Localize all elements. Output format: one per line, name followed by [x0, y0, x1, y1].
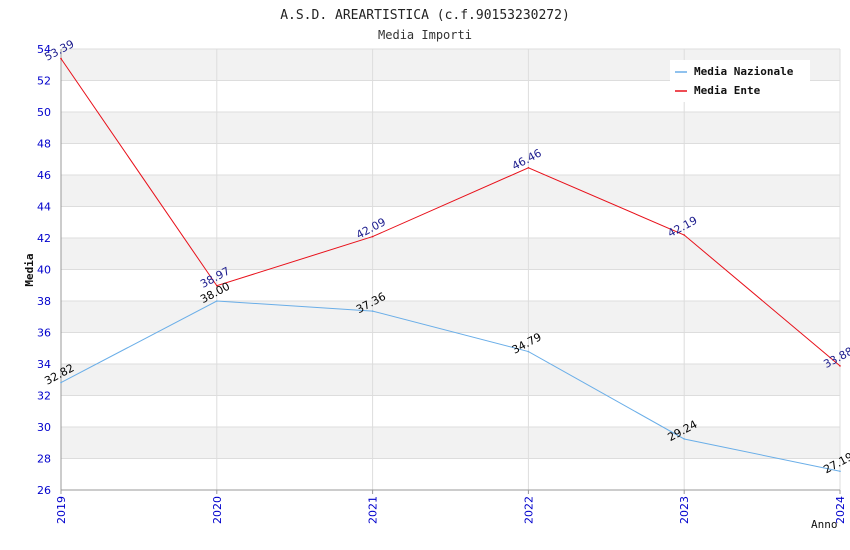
y-tick-label: 26: [37, 484, 51, 497]
y-tick-label: 46: [37, 169, 51, 182]
x-axis-label: Anno: [811, 518, 838, 531]
grid-band: [61, 427, 840, 459]
y-tick-label: 30: [37, 421, 51, 434]
background-bands: [61, 49, 840, 459]
y-tick-label: 42: [37, 232, 51, 245]
data-point-media-nazionale: [371, 310, 374, 312]
data-label-media-nazionale: 34.79: [510, 330, 544, 356]
data-point-media-nazionale: [60, 381, 62, 384]
data-point-media-ente: [527, 166, 530, 169]
y-tick-label: 52: [37, 75, 51, 88]
data-point-media-ente: [839, 365, 841, 367]
y-tick-label: 28: [37, 453, 51, 466]
data-point-media-nazionale: [683, 438, 685, 440]
x-tick-labels: 2019 2020 2021 2022 2023 2024: [55, 496, 847, 524]
axes: [60, 49, 841, 494]
y-tick-label: 32: [37, 390, 51, 403]
chart-subtitle: Media Importi: [378, 28, 472, 42]
x-tick-label: 2020: [211, 496, 224, 524]
y-tick-label: 48: [37, 138, 51, 151]
y-tick-label: 50: [37, 106, 51, 119]
series-line-media-nazionale: [60, 300, 841, 472]
data-point-media-nazionale: [839, 470, 841, 473]
grid-band: [61, 301, 840, 333]
y-tick-label: 36: [37, 327, 51, 340]
y-tick-labels: 26 28 30 32 34 36 38 40 42 44 46 48 50 52 54: [37, 43, 51, 497]
legend: Media Nazionale Media Ente: [670, 60, 810, 102]
y-tick-label: 40: [37, 264, 51, 277]
legend-label-media-nazionale: Media Nazionale: [694, 65, 794, 78]
grid-band: [61, 238, 840, 270]
data-label-media-ente: 42.19: [666, 214, 700, 240]
series-lines: [60, 57, 841, 473]
x-tick-label: 2024: [834, 496, 847, 524]
x-tick-label: 2019: [55, 496, 68, 524]
legend-box: [670, 60, 810, 102]
data-point-media-nazionale: [216, 300, 218, 302]
grid-band: [61, 364, 840, 396]
x-tick-label: 2021: [367, 496, 380, 524]
y-axis-label: Media: [23, 253, 36, 286]
grid-band: [61, 112, 840, 144]
data-point-media-ente: [683, 234, 685, 236]
data-point-media-ente: [60, 57, 62, 60]
data-point-media-ente: [216, 284, 218, 287]
y-tick-label: 38: [37, 295, 51, 308]
data-point-media-nazionale: [527, 350, 530, 353]
y-tick-label: 44: [37, 201, 51, 214]
data-point-media-ente: [371, 235, 374, 238]
chart-title: A.S.D. AREARTISTICA (c.f.90153230272): [280, 8, 570, 23]
y-tick-label: 34: [37, 358, 51, 371]
x-tick-label: 2023: [678, 496, 691, 524]
grid-band: [61, 175, 840, 207]
legend-label-media-ente: Media Ente: [694, 84, 761, 97]
y-tick-label: 54: [37, 43, 51, 56]
x-tick-label: 2022: [522, 496, 535, 524]
series-line-media-ente: [60, 58, 841, 367]
